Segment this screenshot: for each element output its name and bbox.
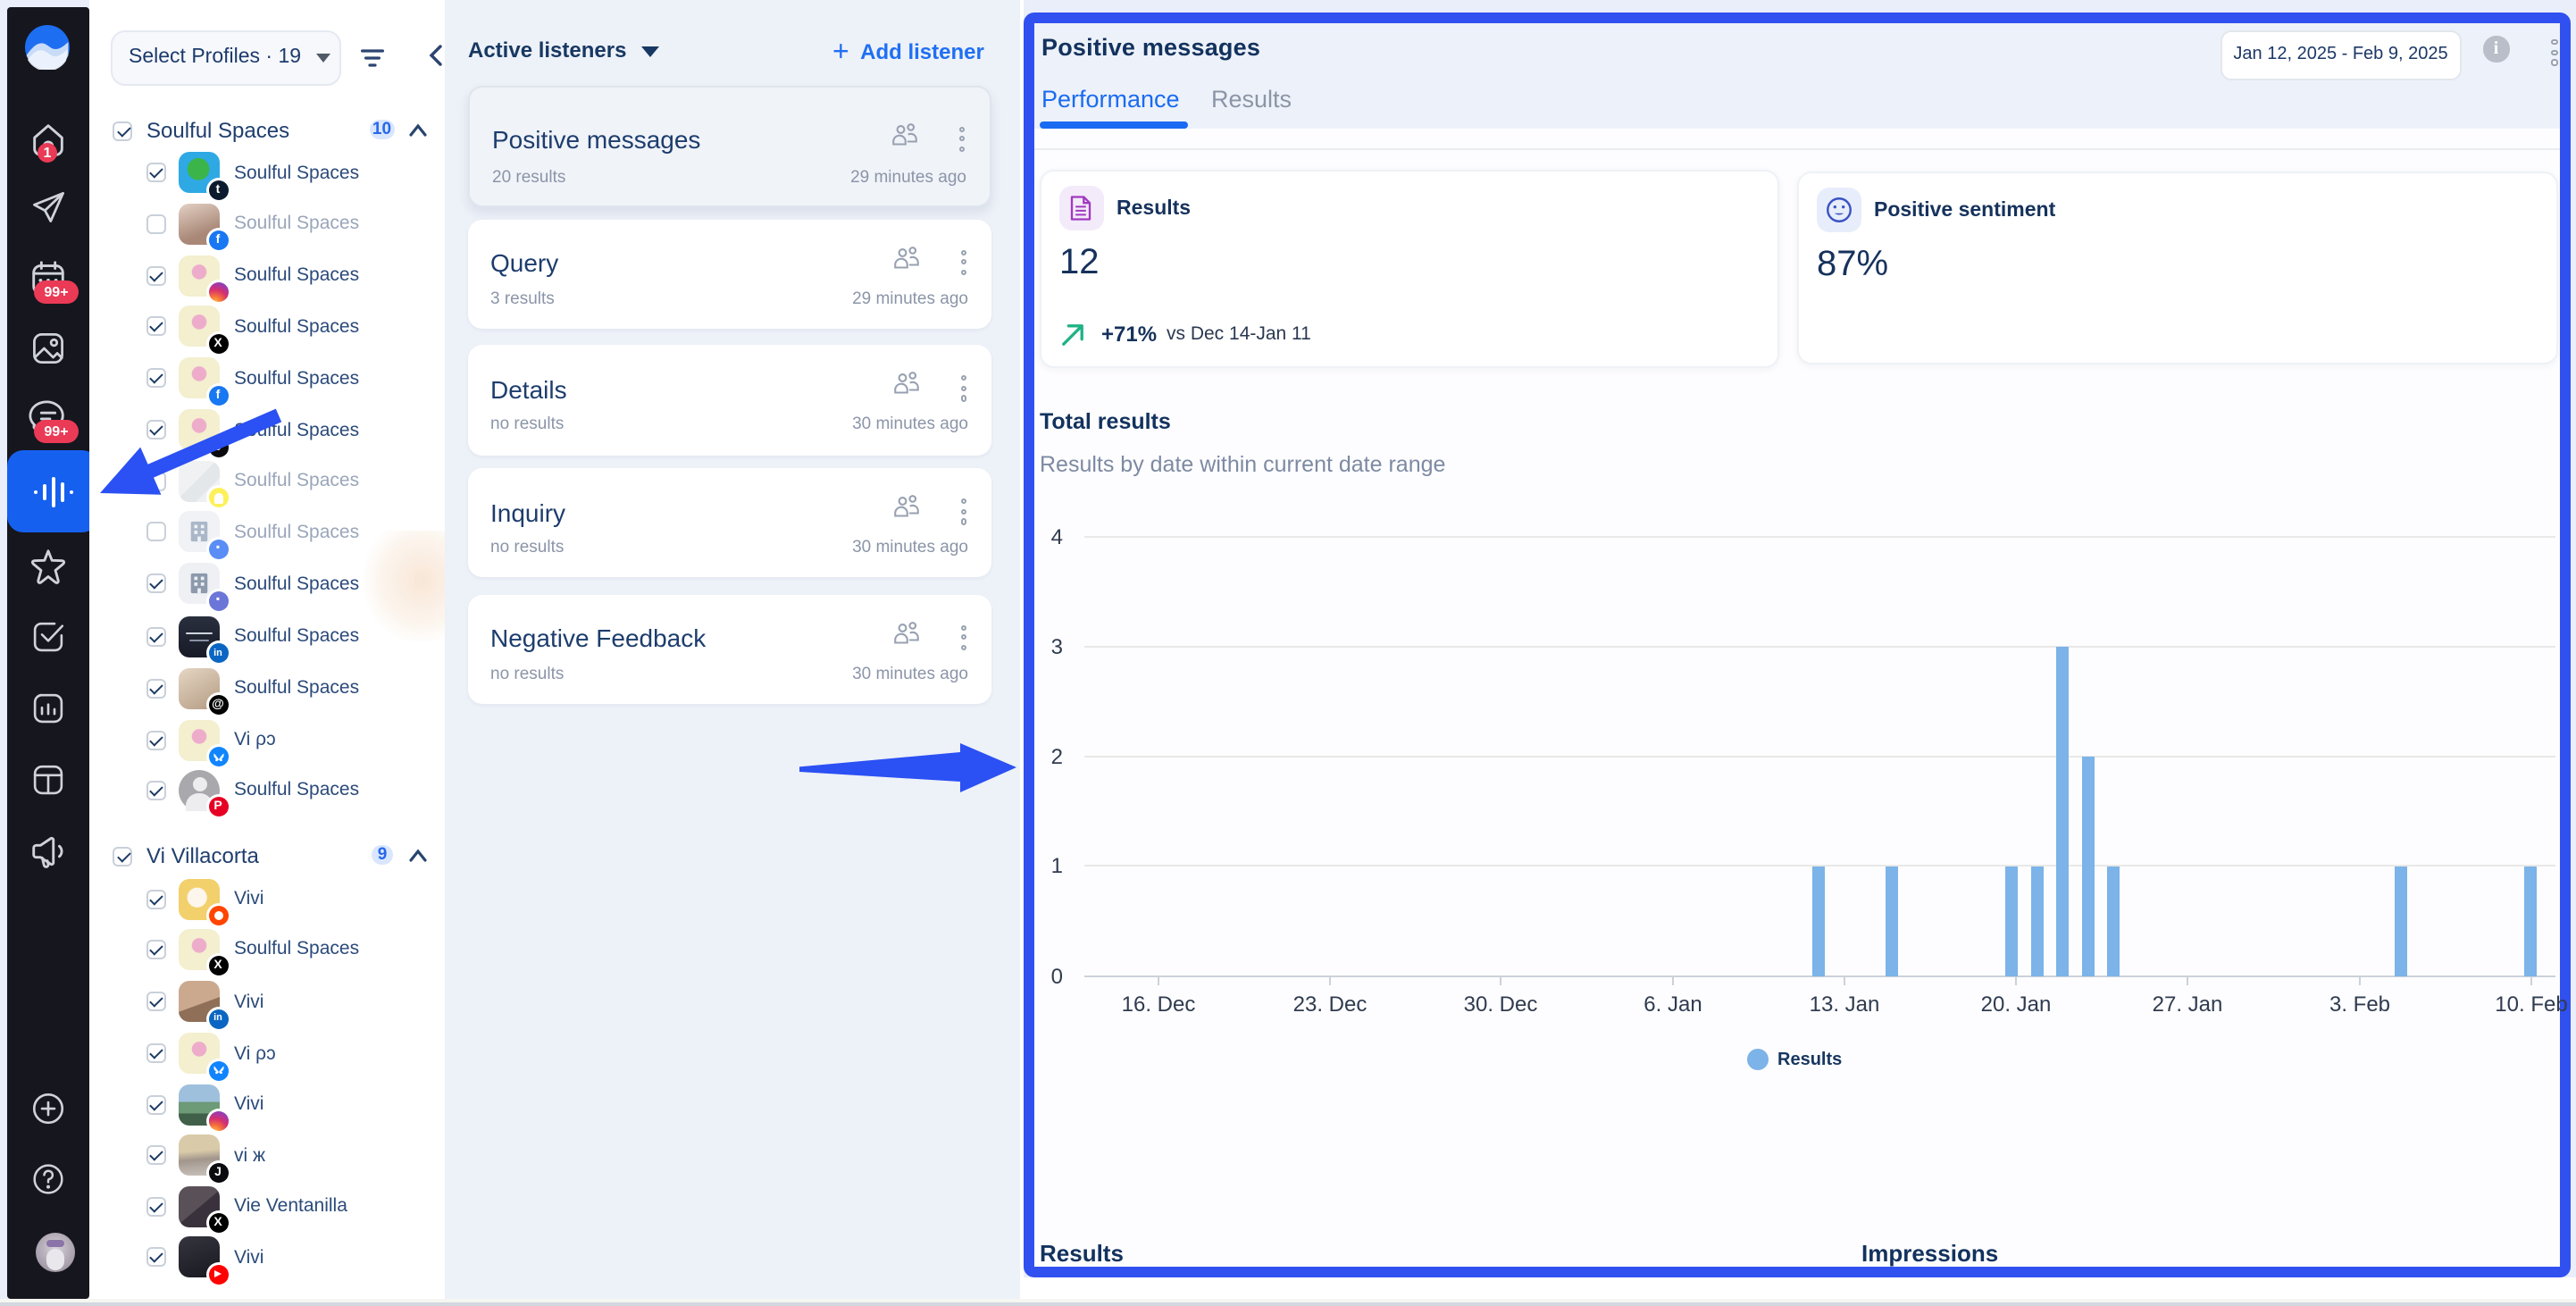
svg-text:2: 2: [1051, 745, 1063, 769]
svg-text:3: 3: [1051, 635, 1063, 659]
svg-text:30. Dec: 30. Dec: [1464, 992, 1538, 1017]
svg-text:13. Jan: 13. Jan: [1810, 992, 1880, 1017]
svg-text:20. Jan: 20. Jan: [1981, 992, 2052, 1017]
svg-text:16. Dec: 16. Dec: [1122, 992, 1196, 1017]
svg-text:23. Dec: 23. Dec: [1293, 992, 1367, 1017]
svg-text:1: 1: [1051, 854, 1063, 878]
svg-text:6. Jan: 6. Jan: [1643, 992, 1702, 1017]
svg-text:10. Feb: 10. Feb: [2495, 992, 2567, 1017]
svg-text:3. Feb: 3. Feb: [2329, 992, 2390, 1017]
svg-text:4: 4: [1051, 525, 1063, 549]
svg-text:27. Jan: 27. Jan: [2153, 992, 2223, 1017]
svg-text:0: 0: [1051, 965, 1063, 989]
